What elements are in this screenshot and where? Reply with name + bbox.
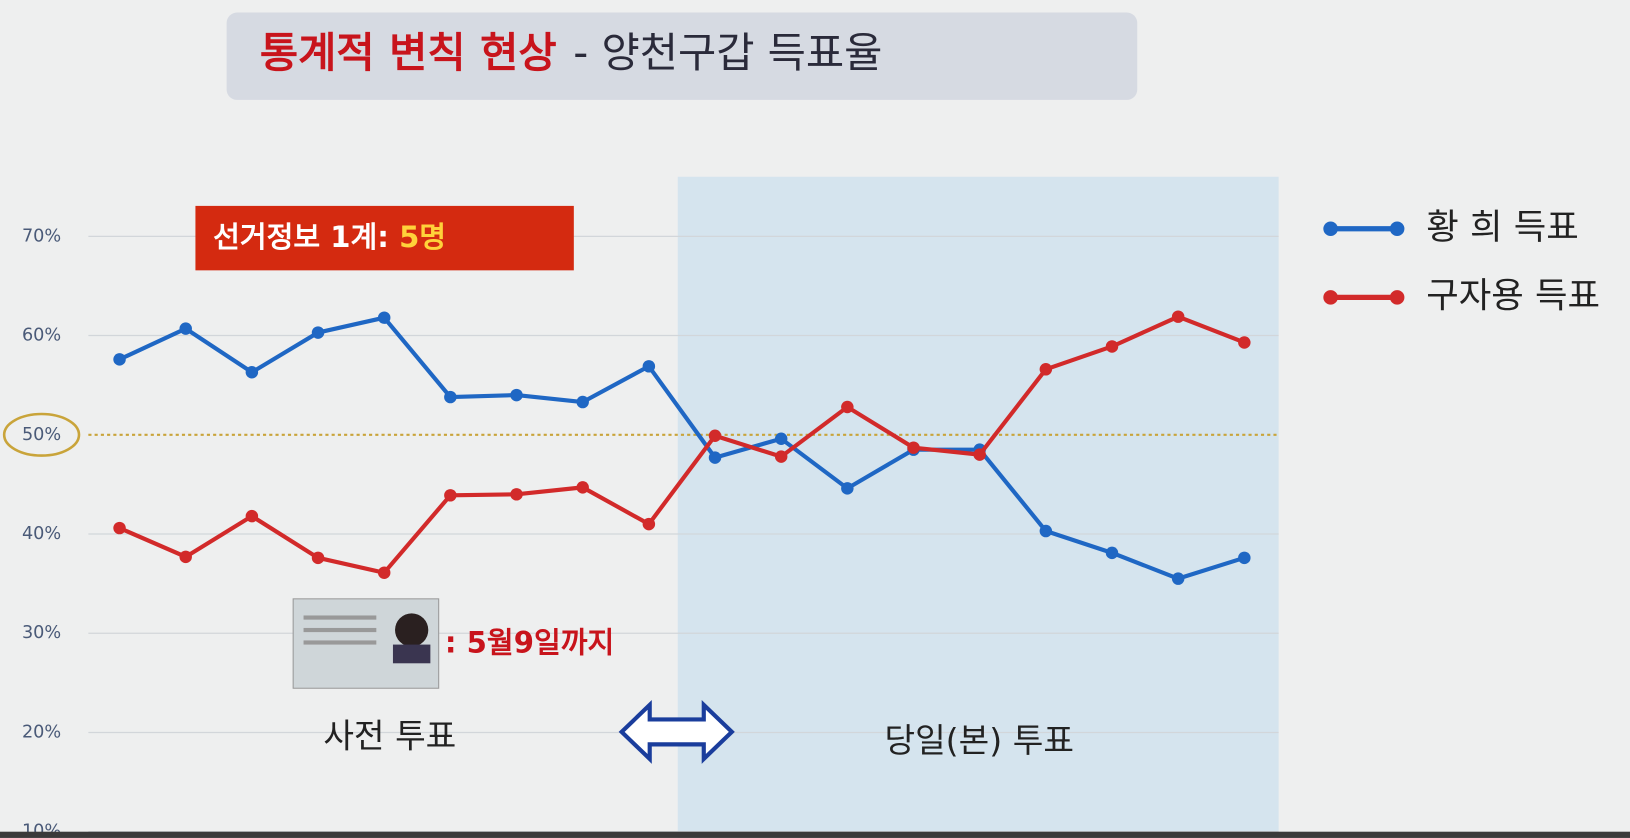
point	[377, 566, 391, 579]
point	[113, 353, 126, 366]
point	[311, 551, 325, 565]
point	[642, 517, 656, 531]
point	[708, 451, 722, 464]
legend-dot	[1323, 221, 1338, 237]
double-arrow	[618, 699, 735, 764]
point	[179, 550, 192, 564]
point	[113, 521, 126, 535]
y-tick-label: 60%	[22, 326, 61, 346]
point	[311, 326, 325, 339]
point	[1039, 363, 1053, 376]
y-tick-label: 70%	[22, 226, 61, 246]
highlight-circle	[2, 412, 81, 457]
badge	[195, 205, 574, 271]
y-tick-label: 20%	[22, 722, 61, 742]
y-tick-label: 30%	[22, 623, 61, 643]
series-line	[118, 315, 1245, 581]
legend-dot	[1389, 290, 1405, 305]
point	[245, 509, 259, 523]
point	[1238, 551, 1251, 565]
series-line	[118, 314, 1246, 575]
point	[907, 441, 920, 454]
y-tick-label: 40%	[22, 524, 61, 544]
chart-title: 통계적 변칙 현상 - 양천구갑 득표율	[260, 28, 883, 77]
legend-label: 구자용 득표	[1426, 275, 1600, 316]
badge-text: 선거정보 1계: 5명	[213, 220, 446, 254]
title-box	[226, 12, 1138, 100]
point	[510, 388, 523, 402]
point	[1238, 336, 1251, 349]
point	[444, 489, 457, 502]
plot: 10%20%30%40%50%60%70%	[2, 226, 1279, 838]
point	[1105, 340, 1119, 353]
point	[179, 322, 192, 335]
id-card	[292, 598, 440, 689]
point	[774, 450, 788, 463]
legend-dot	[1323, 290, 1338, 305]
point	[1039, 524, 1053, 538]
point	[1171, 310, 1185, 323]
election-day-region	[677, 176, 1279, 838]
point	[245, 366, 259, 379]
point	[1105, 546, 1119, 560]
point	[973, 448, 986, 461]
annotation: : 5월9일까지	[445, 626, 614, 660]
point	[377, 311, 391, 324]
annotation: 사전 투표	[323, 717, 456, 756]
point	[444, 390, 457, 404]
annotation: 당일(본) 투표	[885, 721, 1074, 760]
point	[576, 481, 589, 494]
point	[841, 400, 854, 414]
point	[841, 482, 854, 495]
point	[708, 429, 722, 443]
point	[642, 360, 656, 373]
point	[510, 488, 523, 501]
legend-label: 황 희 득표	[1426, 207, 1578, 248]
point	[774, 432, 788, 445]
legend-dot	[1389, 221, 1405, 237]
bezel	[0, 831, 1630, 838]
point	[576, 395, 589, 409]
y-tick-label: 50%	[22, 425, 61, 445]
point	[1171, 572, 1185, 585]
